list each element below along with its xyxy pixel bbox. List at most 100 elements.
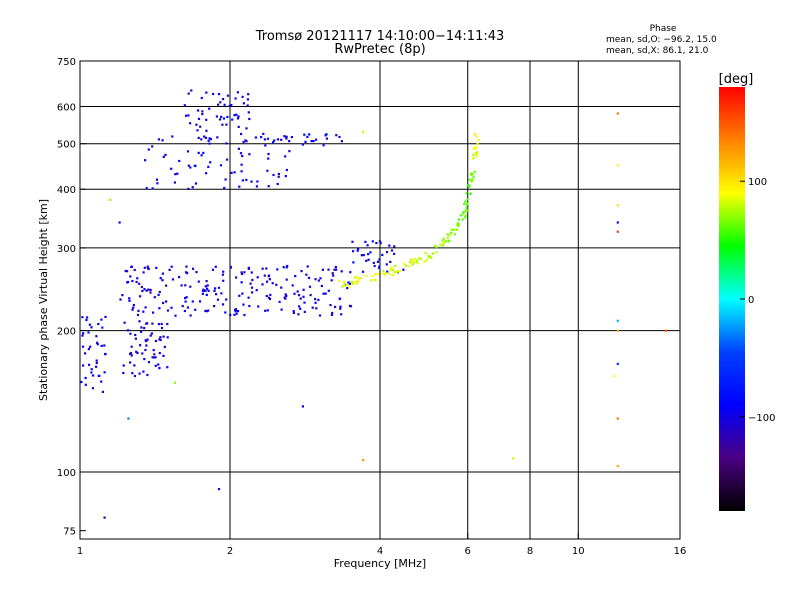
data-point xyxy=(131,279,134,283)
data-point xyxy=(347,281,350,284)
data-point xyxy=(154,356,157,359)
data-point xyxy=(393,271,396,274)
data-point xyxy=(81,316,84,319)
data-point xyxy=(136,313,140,317)
data-point xyxy=(267,275,270,278)
data-point xyxy=(251,291,254,294)
data-point xyxy=(446,236,449,239)
data-point xyxy=(448,234,451,237)
data-point xyxy=(132,303,135,307)
data-point xyxy=(254,136,257,139)
data-point xyxy=(314,301,317,304)
data-point xyxy=(374,278,377,281)
data-point xyxy=(170,167,173,170)
data-point xyxy=(301,405,304,408)
data-point xyxy=(100,344,103,347)
data-point xyxy=(201,113,204,116)
data-point xyxy=(375,242,378,245)
data-point xyxy=(243,313,246,317)
data-point xyxy=(233,171,236,174)
data-point xyxy=(393,252,396,255)
data-point xyxy=(121,294,124,297)
data-point xyxy=(461,218,464,221)
data-point xyxy=(154,364,157,367)
data-point xyxy=(462,211,465,214)
data-point xyxy=(157,323,160,326)
data-point xyxy=(138,282,141,285)
data-point xyxy=(371,240,374,243)
data-point xyxy=(476,152,479,155)
data-point xyxy=(334,305,337,308)
data-point xyxy=(285,294,288,298)
data-point xyxy=(138,320,141,323)
data-point xyxy=(350,280,353,284)
data-point xyxy=(146,265,149,268)
data-point xyxy=(180,284,183,287)
data-point xyxy=(318,314,322,317)
data-point xyxy=(247,111,250,114)
data-point xyxy=(219,118,222,121)
data-point xyxy=(443,241,446,244)
data-point xyxy=(184,284,187,287)
data-point xyxy=(209,138,212,141)
data-point xyxy=(207,309,210,312)
data-point xyxy=(442,242,445,245)
data-point xyxy=(370,279,373,282)
data-point xyxy=(147,267,150,270)
colorbar-tick-label: −100 xyxy=(748,413,775,424)
data-point xyxy=(362,254,365,257)
data-point xyxy=(159,338,162,342)
data-point xyxy=(217,286,221,289)
data-point xyxy=(174,173,177,176)
data-point xyxy=(266,309,269,312)
data-point xyxy=(128,299,131,302)
data-point xyxy=(267,185,270,188)
data-point xyxy=(297,294,301,297)
data-point xyxy=(378,258,381,261)
data-point xyxy=(166,336,169,339)
x-axis-label: Frequency [MHz] xyxy=(334,557,426,570)
data-point xyxy=(408,265,411,268)
chart-title: Tromsø 20121117 14:10:00−14:11:43 xyxy=(255,29,505,44)
data-point xyxy=(90,371,93,374)
data-point xyxy=(104,353,107,356)
data-point xyxy=(124,269,127,273)
data-point xyxy=(394,264,397,267)
data-point xyxy=(317,298,320,301)
data-point xyxy=(129,275,132,278)
data-point xyxy=(217,103,220,106)
data-point xyxy=(352,250,355,253)
data-point xyxy=(143,327,146,330)
data-point xyxy=(84,383,87,386)
data-point xyxy=(269,293,272,296)
data-point xyxy=(104,315,107,318)
data-point xyxy=(339,305,342,308)
data-point xyxy=(616,465,619,468)
data-point xyxy=(466,202,469,205)
data-point xyxy=(296,290,299,293)
data-point xyxy=(306,135,309,138)
data-point xyxy=(101,326,104,329)
x-tick-label: 16 xyxy=(674,546,687,557)
data-point xyxy=(348,282,352,285)
data-point xyxy=(297,313,300,316)
data-point xyxy=(247,266,250,269)
data-point xyxy=(221,123,224,126)
phase-x-stats: mean, sd,X: 86.1, 21.0 xyxy=(606,46,709,56)
data-point xyxy=(264,144,267,147)
data-point xyxy=(360,254,363,257)
data-point xyxy=(187,114,190,117)
data-point xyxy=(431,252,434,255)
data-point xyxy=(446,233,449,236)
data-point xyxy=(146,373,149,377)
data-points xyxy=(80,89,668,519)
data-point xyxy=(159,336,162,339)
x-tick-label: 6 xyxy=(465,546,471,557)
data-point xyxy=(389,260,392,263)
data-point xyxy=(109,198,112,201)
data-point xyxy=(194,164,197,168)
data-point xyxy=(129,332,132,335)
data-point xyxy=(132,306,135,309)
data-point xyxy=(439,243,442,247)
data-point xyxy=(146,338,149,341)
